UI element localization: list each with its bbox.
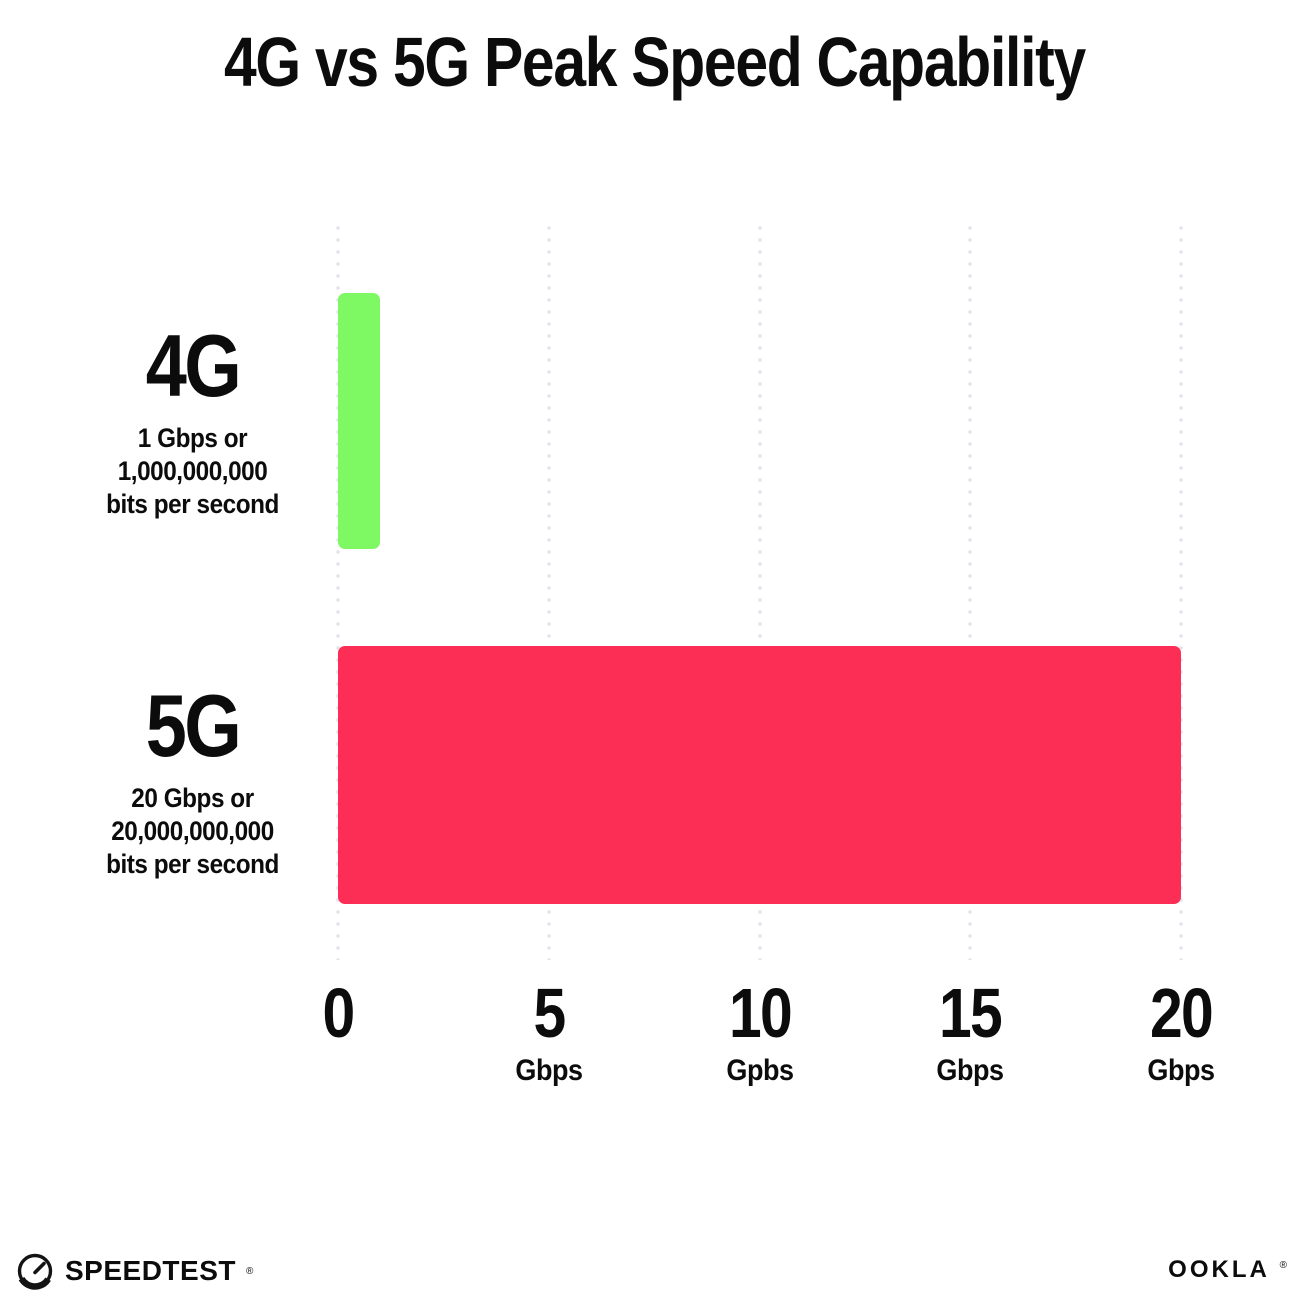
x-tick-unit: Gbps	[515, 1054, 583, 1087]
gridline-20	[1179, 222, 1183, 960]
x-tick-number: 0	[322, 974, 355, 1052]
speedtest-gauge-icon	[16, 1252, 54, 1290]
speedtest-trademark: ®	[245, 1265, 254, 1277]
sublabel-line: 20,000,000,000	[111, 815, 274, 846]
category-sublabel-4g: 1 Gbps or 1,000,000,000 bits per second	[64, 422, 321, 521]
bar-4g	[338, 293, 381, 549]
sublabel-line: 20 Gbps or	[131, 783, 254, 813]
x-axis: 0 5 Gbps 10 Gpbs 15 Gbps 20 Gbps	[322, 978, 1215, 1108]
row-label-4g: 4G 1 Gbps or 1,000,000,000 bits per seco…	[50, 322, 335, 521]
sublabel-line: 1,000,000,000	[117, 455, 268, 486]
chart-title: 4G vs 5G Peak Speed Capability	[223, 23, 1086, 101]
sublabel-line: bits per second	[106, 488, 279, 519]
x-tick-10: 10 Gpbs	[722, 978, 797, 1088]
sublabel-line: 1 Gbps or	[137, 423, 248, 453]
bar-5g	[338, 646, 1181, 904]
x-tick-number: 5	[533, 974, 566, 1052]
x-tick-unit: Gbps	[1147, 1054, 1215, 1087]
x-tick-number: 20	[1149, 974, 1214, 1052]
plot-area	[336, 222, 1183, 960]
gridline-0	[336, 222, 340, 960]
category-sublabel-5g: 20 Gbps or 20,000,000,000 bits per secon…	[64, 782, 321, 881]
chart-title-wrap: 4G vs 5G Peak Speed Capability	[0, 22, 1308, 102]
sublabel-line: bits per second	[106, 848, 279, 879]
x-tick-0: 0	[320, 978, 357, 1048]
x-tick-15: 15 Gbps	[933, 978, 1008, 1088]
gridline-5	[546, 222, 551, 960]
speedtest-logo: SPEEDTEST ®	[14, 1250, 253, 1292]
ookla-logo: OOKLA ®	[1168, 1256, 1290, 1284]
gridline-10	[757, 222, 762, 960]
x-tick-20: 20 Gbps	[1144, 978, 1219, 1088]
x-tick-5: 5 Gbps	[511, 978, 586, 1088]
category-label-4g: 4G	[145, 316, 242, 415]
x-tick-unit: Gpbs	[725, 1054, 794, 1087]
speedtest-wordmark: SPEEDTEST	[65, 1255, 236, 1286]
x-tick-unit: Gbps	[936, 1054, 1005, 1087]
row-label-5g: 5G 20 Gbps or 20,000,000,000 bits per se…	[50, 682, 335, 881]
gridline-15	[968, 222, 973, 960]
ookla-trademark: ®	[1279, 1260, 1290, 1271]
x-tick-number: 10	[728, 974, 792, 1052]
x-tick-number: 15	[939, 974, 1003, 1052]
ookla-wordmark: OOKLA	[1168, 1256, 1269, 1283]
category-label-5g: 5G	[145, 676, 242, 775]
